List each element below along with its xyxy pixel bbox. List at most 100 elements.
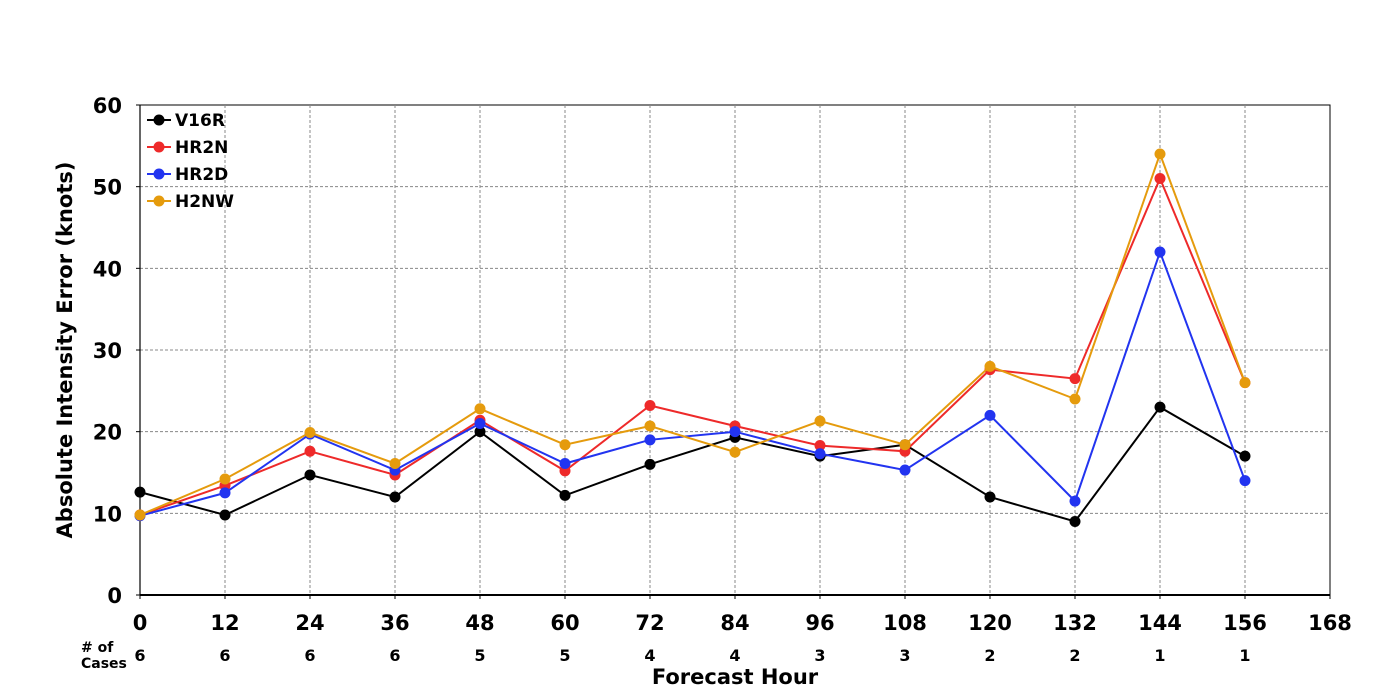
point-hr2d-96 [814,448,826,460]
point-h2nw-24 [304,426,316,438]
legend-item-hr2d: HR2D [147,165,228,185]
point-h2nw-72 [644,420,656,432]
point-v16r-156 [1239,450,1251,462]
legend-label-v16r: V16R [175,111,225,131]
x-tick-label-9: 108 [883,611,927,635]
x-tick-label-0: 0 [133,611,148,635]
legend-label-hr2d: HR2D [175,165,228,185]
x-tick-label-13: 156 [1223,611,1267,635]
point-h2nw-48 [474,403,486,415]
point-hr2d-60 [559,458,571,470]
point-v16r-48 [474,426,486,438]
x-axis-title: Forecast Hour [652,665,819,689]
point-v16r-72 [644,458,656,470]
cases-value-7: 4 [729,646,740,665]
point-v16r-36 [389,491,401,503]
point-hr2d-108 [899,464,911,476]
cases-value-3: 6 [389,646,400,665]
y-tick-label-5: 50 [93,176,122,200]
cases-value-2: 6 [304,646,315,665]
x-tick-label-14: 168 [1308,611,1352,635]
point-hr2d-84 [729,426,741,438]
y-tick-label-0: 0 [107,584,122,608]
point-h2nw-84 [729,446,741,458]
point-v16r-120 [984,491,996,503]
x-tick-label-5: 60 [550,611,579,635]
point-h2nw-120 [984,360,996,372]
point-v16r-144 [1154,401,1166,413]
x-tick-label-7: 84 [720,611,749,635]
x-tick-label-3: 36 [380,611,409,635]
point-v16r-12 [219,509,231,521]
point-hr2d-132 [1069,495,1081,507]
point-hr2d-12 [219,487,231,499]
point-v16r-60 [559,489,571,501]
cases-label-line1: # of [81,640,114,656]
x-axis-ticks: 0 12 24 36 48 60 72 84 96 108 120 132 144 156 168 [133,595,1352,635]
x-tick-label-10: 120 [968,611,1012,635]
point-hr2n-24 [304,445,316,457]
point-h2nw-96 [814,415,826,427]
legend-item-hr2n: HR2N [147,138,228,158]
cases-value-6: 4 [644,646,655,665]
legend-marker-v16r [153,114,165,126]
series-line-hr2d [139,249,1246,517]
cases-value-5: 5 [559,646,570,665]
point-hr2d-156 [1239,475,1251,487]
point-h2nw-60 [559,439,571,451]
point-v16r-0 [134,486,146,498]
point-v16r-24 [304,469,316,481]
series-line-v16r [139,405,1246,523]
legend-label-h2nw: H2NW [175,192,234,212]
x-tick-label-12: 144 [1138,611,1182,635]
legend-label-hr2n: HR2N [175,138,228,158]
point-h2nw-36 [389,458,401,470]
x-tick-label-1: 12 [210,611,239,635]
x-tick-label-11: 132 [1053,611,1097,635]
y-axis-title: Absolute Intensity Error (knots) [53,162,77,539]
y-tick-label-1: 10 [93,502,122,526]
series-h2nw [134,148,1251,521]
cases-value-0: 6 [134,646,145,665]
series-line-h2nw [139,151,1246,516]
cases-value-9: 3 [899,646,910,665]
y-tick-label-6: 60 [93,94,122,118]
point-hr2n-72 [644,400,656,412]
x-tick-label-8: 96 [805,611,834,635]
point-hr2n-96 [814,440,826,452]
series-v16r [134,401,1251,527]
y-tick-label-4: 40 [93,257,122,281]
cases-value-8: 3 [814,646,825,665]
legend-marker-h2nw [153,195,165,207]
cases-value-1: 6 [219,646,230,665]
point-h2nw-156 [1239,377,1251,389]
point-h2nw-132 [1069,393,1081,405]
y-tick-label-2: 20 [93,421,122,445]
x-tick-label-2: 24 [295,611,324,635]
point-hr2d-72 [644,434,656,446]
cases-label-line2: Cases [81,656,127,672]
legend-marker-hr2n [153,141,165,153]
legend-item-v16r: V16R [147,111,225,131]
cases-value-11: 2 [1069,646,1080,665]
point-hr2d-48 [474,418,486,429]
x-tick-label-4: 48 [465,611,494,635]
point-h2nw-144 [1154,148,1166,160]
cases-value-13: 1 [1239,646,1250,665]
series-layer [134,148,1251,527]
point-v16r-132 [1069,516,1081,527]
x-tick-label-6: 72 [635,611,664,635]
cases-value-4: 5 [474,646,485,665]
point-hr2n-144 [1154,173,1166,184]
y-tick-label-3: 30 [93,339,122,363]
point-h2nw-108 [899,439,911,451]
point-h2nw-0 [134,509,146,521]
point-hr2d-120 [984,409,996,421]
point-hr2n-132 [1069,373,1081,385]
point-hr2d-144 [1154,246,1166,258]
legend: V16R HR2N HR2D H2NW [147,111,234,212]
point-h2nw-12 [219,473,231,485]
legend-item-h2nw: H2NW [147,192,234,212]
cases-value-12: 1 [1154,646,1165,665]
